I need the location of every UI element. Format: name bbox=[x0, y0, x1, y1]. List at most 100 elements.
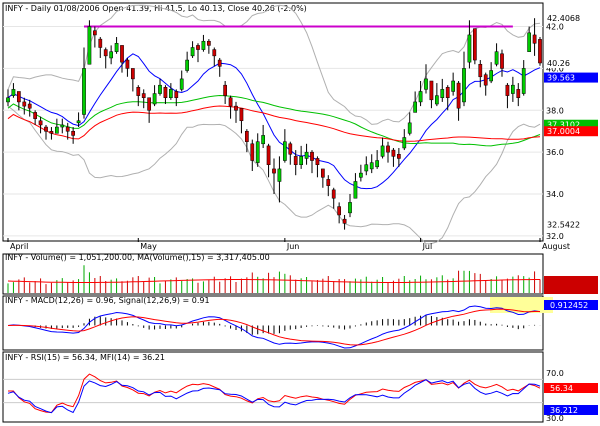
candle-body bbox=[98, 38, 103, 48]
bollinger-upper-line bbox=[7, 4, 541, 125]
candle-body bbox=[255, 141, 260, 163]
candle-body bbox=[174, 91, 179, 98]
candle-body bbox=[234, 105, 238, 111]
candle-body bbox=[380, 145, 385, 157]
price-tick-label: 36.0 bbox=[546, 148, 564, 157]
price-tag-text-low: 32.5422 bbox=[547, 221, 580, 230]
candle-body bbox=[147, 97, 152, 111]
candle-body bbox=[54, 126, 59, 134]
rsi-panel: INFY - RSI(15) = 56.34, MFI(14) = 36.21 … bbox=[2, 351, 598, 423]
candle-body bbox=[288, 143, 293, 155]
candle-body bbox=[320, 168, 325, 178]
candle-body bbox=[386, 145, 390, 153]
ma-blue-line bbox=[7, 53, 541, 190]
candle-body bbox=[244, 130, 249, 142]
candle-body bbox=[478, 63, 483, 78]
candle-body bbox=[272, 168, 276, 174]
candle-body bbox=[418, 91, 423, 103]
price-tag-ma-blue bbox=[544, 72, 598, 83]
candle-body bbox=[196, 45, 200, 50]
macd-value-text: 0.912452 bbox=[550, 301, 588, 310]
candle-body bbox=[337, 206, 342, 216]
candle-body bbox=[266, 145, 271, 165]
price-tick-label: 40.0 bbox=[546, 64, 564, 73]
candle-body bbox=[299, 156, 304, 165]
price-tag-low bbox=[544, 219, 598, 230]
candle-body bbox=[261, 135, 266, 145]
mfi-value-text: 36.212 bbox=[550, 406, 578, 415]
candle-body bbox=[353, 181, 358, 199]
candle-body bbox=[33, 112, 38, 119]
candle-body bbox=[250, 143, 255, 161]
candle-body bbox=[120, 45, 124, 63]
candle-body bbox=[521, 68, 526, 94]
candle-body bbox=[87, 26, 92, 65]
candle-body bbox=[331, 189, 336, 199]
candle-body bbox=[130, 68, 135, 80]
candle-body bbox=[483, 74, 488, 86]
candle-body bbox=[168, 89, 173, 98]
candle-body bbox=[424, 78, 428, 90]
candle-body bbox=[315, 158, 320, 165]
candle-body bbox=[201, 40, 206, 50]
candle-body bbox=[413, 101, 418, 113]
price-title: INFY - Daily 01/08/2006 Open 41.39, Hi 4… bbox=[5, 4, 307, 13]
volume-title: INFY - Volume() = 1,051,200.00, MA(Volum… bbox=[5, 253, 270, 262]
rsi-level-30: 30.0 bbox=[546, 414, 564, 423]
rsi-value-tag bbox=[544, 383, 598, 393]
month-label: August bbox=[542, 242, 570, 251]
month-label: April bbox=[10, 242, 28, 251]
candle-body bbox=[27, 103, 32, 109]
candle-body bbox=[516, 89, 521, 98]
candle-body bbox=[109, 51, 114, 59]
candle-body bbox=[71, 130, 76, 136]
macd-panel: INFY - MACD(12,26) = 0.96, Signal(12,26,… bbox=[2, 295, 598, 351]
candle-body bbox=[22, 101, 27, 107]
macd-line bbox=[7, 305, 541, 349]
candle-body bbox=[76, 120, 81, 124]
candle-body bbox=[456, 82, 461, 109]
candle-body bbox=[136, 87, 141, 96]
candle-body bbox=[462, 68, 466, 103]
candle-body bbox=[402, 137, 407, 149]
candle-body bbox=[445, 87, 450, 98]
candle-body bbox=[293, 156, 298, 165]
candle-body bbox=[114, 43, 119, 52]
candle-body bbox=[60, 124, 65, 128]
candle-body bbox=[304, 151, 309, 159]
candle-body bbox=[434, 95, 439, 105]
candle-body bbox=[141, 93, 146, 98]
candle-body bbox=[538, 39, 542, 64]
price-tick-label: 32.0 bbox=[546, 232, 564, 241]
month-label: Jun bbox=[286, 242, 300, 251]
candle-body bbox=[44, 126, 48, 132]
volume-value-tag bbox=[544, 276, 598, 294]
price-tag-text-ma-blue: 39.563 bbox=[547, 74, 575, 83]
candle-body bbox=[49, 130, 54, 134]
candle-body bbox=[103, 49, 108, 57]
ma-red-line bbox=[7, 105, 541, 142]
price-tag-ma-red bbox=[544, 126, 598, 137]
candle-body bbox=[364, 164, 369, 172]
candle-body bbox=[92, 30, 97, 36]
candle-body bbox=[342, 218, 347, 224]
rsi-value-text: 56.34 bbox=[550, 384, 573, 393]
candle-body bbox=[510, 84, 515, 94]
mfi-value-tag bbox=[544, 405, 598, 415]
candle-body bbox=[429, 80, 434, 101]
candle-body bbox=[38, 120, 43, 126]
macd-title: INFY - MACD(12,26) = 0.96, Signal(12,26,… bbox=[5, 296, 210, 305]
candle-body bbox=[228, 97, 233, 107]
candle-body bbox=[152, 93, 157, 105]
candle-body bbox=[369, 162, 374, 170]
month-label: May bbox=[140, 242, 157, 251]
candle-body bbox=[451, 80, 456, 92]
candle-body bbox=[212, 49, 217, 57]
candle-body bbox=[396, 154, 401, 159]
price-tag-high bbox=[544, 13, 598, 24]
candle-body bbox=[11, 89, 16, 96]
candle-body bbox=[179, 78, 184, 90]
signal-line bbox=[7, 308, 540, 346]
ma-green-line bbox=[7, 94, 541, 147]
candle-body bbox=[217, 59, 222, 67]
